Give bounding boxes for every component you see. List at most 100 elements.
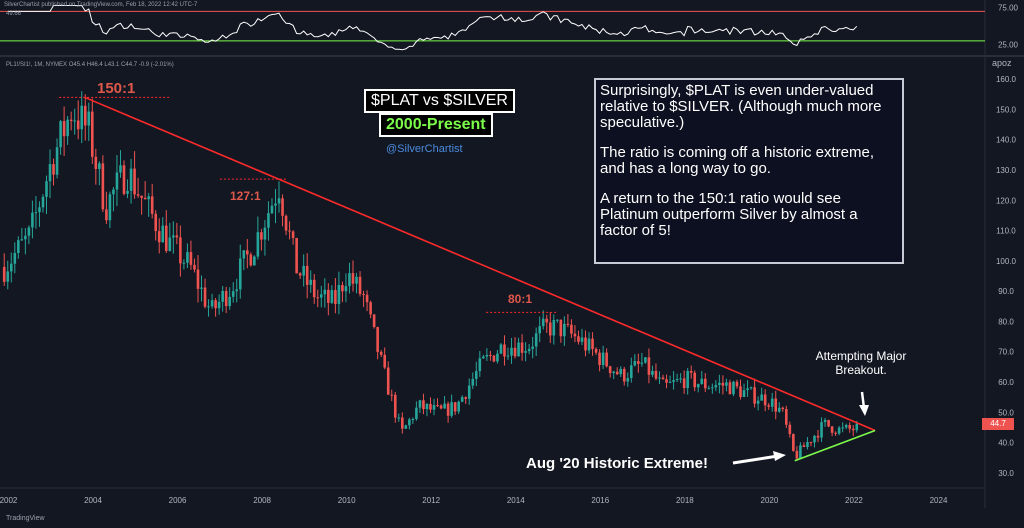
- candle-body: [369, 302, 372, 315]
- last-price-tag: 44.7: [982, 418, 1014, 430]
- y-tick-label: 60.0: [998, 378, 1014, 387]
- candle-body: [478, 358, 482, 372]
- x-tick-label: 2002: [0, 496, 18, 505]
- candle-body: [309, 279, 313, 285]
- candle-body: [365, 294, 369, 303]
- candle-body: [45, 181, 48, 197]
- candle-body: [393, 394, 397, 418]
- chart-subtitle: 2000-Present: [379, 113, 493, 137]
- candle-body: [672, 380, 675, 382]
- candle-body: [851, 428, 855, 431]
- candle-body: [813, 435, 816, 443]
- candle-body: [27, 227, 31, 236]
- candle-body: [496, 353, 499, 362]
- candle-body: [788, 424, 792, 435]
- candle-body: [281, 198, 284, 216]
- candle-body: [753, 387, 756, 404]
- candle-body: [767, 405, 770, 407]
- candle-body: [238, 258, 242, 290]
- ratio-label-150: 150:1: [97, 80, 136, 97]
- candle-body: [168, 237, 172, 251]
- tradingview-logo[interactable]: TradingView: [6, 515, 45, 522]
- candle-body: [327, 289, 330, 303]
- rsi-pane: 25.00 75.00: [0, 4, 1019, 51]
- candle-body: [126, 190, 129, 194]
- x-tick-label: 2004: [84, 496, 102, 505]
- candle-body: [401, 417, 404, 429]
- candle-body: [267, 213, 270, 228]
- candle-body: [284, 215, 288, 231]
- extreme-annotation: Aug '20 Historic Extreme!: [526, 455, 708, 472]
- candle-body: [598, 352, 601, 366]
- candle-body: [686, 371, 689, 389]
- x-tick-label: 2020: [761, 496, 779, 505]
- candle-body: [256, 232, 260, 257]
- ratio-label-127: 127:1: [230, 189, 261, 203]
- candle-body: [298, 273, 302, 276]
- candle-body: [105, 209, 108, 221]
- candle-body: [482, 356, 485, 359]
- trendlines: [59, 96, 876, 465]
- candle-body: [249, 254, 253, 266]
- candle-body: [52, 164, 55, 175]
- breakout-arrow-head: [859, 405, 869, 416]
- candle-body: [376, 327, 379, 352]
- candle-body: [351, 273, 355, 284]
- candle-body: [781, 407, 785, 410]
- candle-body: [725, 382, 728, 386]
- candle-body: [20, 239, 24, 241]
- symbol-legend[interactable]: PL1!/SI1!, 1M, NYMEX O45.4 H46.4 L43.1 C…: [6, 62, 174, 68]
- candle-body: [594, 348, 598, 353]
- candle-body: [358, 276, 362, 294]
- candle-body: [154, 213, 158, 232]
- candle-body: [834, 432, 837, 434]
- candle-body: [503, 344, 506, 357]
- ratio-label-80: 80:1: [508, 292, 533, 306]
- candle-body: [59, 121, 62, 148]
- candle-body: [700, 378, 704, 385]
- candle-body: [795, 450, 799, 459]
- support-trendline: [794, 429, 876, 462]
- scale-mode-label[interactable]: apoz: [992, 58, 1012, 68]
- candle-body: [721, 382, 725, 386]
- candle-body: [651, 370, 654, 375]
- candle-body: [689, 371, 693, 373]
- candle-body: [242, 250, 246, 259]
- candle-body: [372, 314, 376, 328]
- candle-body: [189, 252, 193, 265]
- candle-body: [291, 231, 295, 238]
- candle-body: [38, 207, 41, 213]
- candle-body: [682, 378, 686, 389]
- candle-body: [489, 354, 492, 356]
- candle-body: [76, 120, 80, 130]
- x-tick-label: 2008: [253, 496, 271, 505]
- candle-body: [806, 442, 809, 448]
- candle-body: [270, 205, 274, 214]
- y-tick-label: 100.0: [996, 257, 1017, 266]
- candle-body: [94, 156, 98, 169]
- candle-body: [591, 338, 594, 349]
- x-tick-label: 2024: [930, 496, 948, 505]
- candle-body: [799, 445, 802, 459]
- candle-body: [777, 407, 781, 412]
- candle-body: [823, 419, 827, 423]
- candle-body: [133, 168, 136, 195]
- commentary-paragraph-2: The ratio is coming off a historic extre…: [600, 144, 874, 177]
- candle-body: [390, 394, 394, 396]
- candle-body: [527, 348, 531, 352]
- candle-body: [841, 427, 844, 429]
- commentary-box: Surprisingly, $PLAT is even under-valued…: [594, 78, 904, 264]
- candle-body: [584, 337, 587, 351]
- candle-body: [548, 322, 552, 336]
- candle-body: [316, 297, 320, 299]
- candle-body: [661, 377, 665, 380]
- candle-body: [746, 388, 749, 391]
- candle-body: [774, 398, 778, 412]
- candle-body: [637, 361, 640, 364]
- candle-body: [556, 319, 559, 321]
- candle-body: [559, 319, 563, 337]
- candle-body: [756, 400, 760, 404]
- candle-body: [763, 394, 767, 406]
- candle-body: [150, 196, 154, 214]
- candle-body: [732, 381, 735, 395]
